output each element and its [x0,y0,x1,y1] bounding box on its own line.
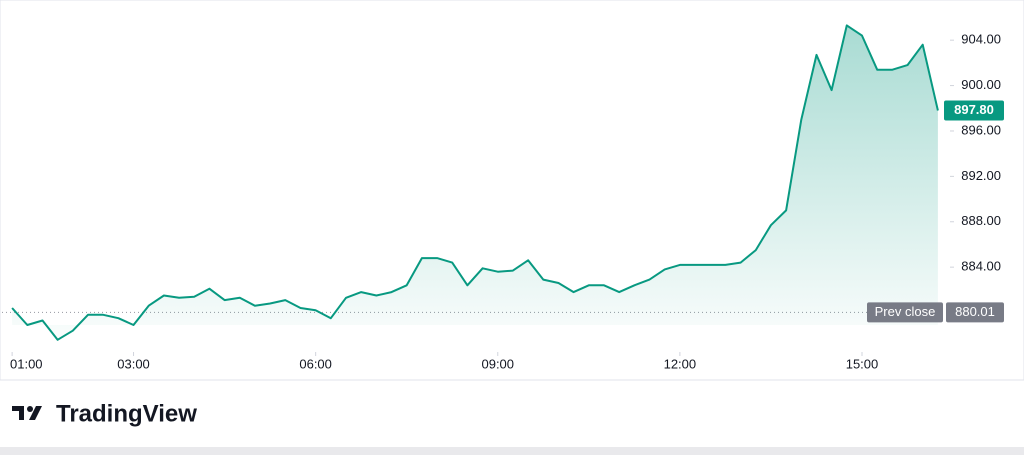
y-tick-label: 892.00 [961,168,1001,183]
x-tick-label: 03:00 [117,356,150,371]
x-tick-label: 12:00 [664,356,697,371]
y-tick-label: 900.00 [961,77,1001,92]
x-tick-label: 09:00 [481,356,514,371]
prev-close-label: 880.01 [955,304,995,319]
prev-close-name: Prev close [875,304,936,319]
footer-strip [0,447,1024,455]
x-tick-label: 01:00 [10,356,43,371]
brand: TradingView [56,400,197,427]
last-price-label: 897.80 [954,102,994,117]
price-line [11,24,939,341]
logo-icon [12,406,42,420]
y-tick-label: 884.00 [961,259,1001,274]
y-tick-label: 888.00 [961,213,1001,228]
x-tick-label: 15:00 [846,356,879,371]
y-tick-label: 904.00 [961,32,1001,47]
last-price-badge [944,100,1004,121]
x-tick-label: 06:00 [299,356,332,371]
prev-close-value-badge [946,302,1004,323]
prev-close-name-badge [867,302,943,323]
y-tick-label: 896.00 [961,122,1001,137]
